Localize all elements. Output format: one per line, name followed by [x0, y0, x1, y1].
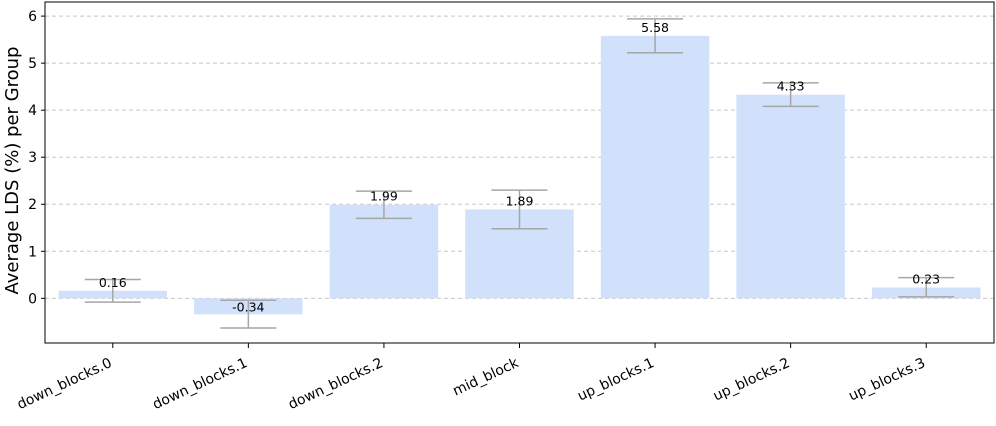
bars	[58, 35, 981, 315]
y-axis-label: Average LDS (%) per Group	[2, 47, 23, 295]
error-bars	[84, 18, 955, 329]
y-axis-ticks: 0 1 2 3 4 5 6	[28, 9, 45, 307]
data-label: 1.99	[370, 189, 398, 204]
data-label: 0.16	[99, 275, 127, 290]
data-label: 1.89	[506, 193, 534, 208]
x-tick-label: down_blocks.1	[150, 355, 250, 413]
data-label: -0.34	[232, 299, 264, 314]
bar	[736, 94, 845, 299]
bar	[329, 204, 439, 299]
x-axis-ticks: down_blocks.0 down_blocks.1 down_blocks.2 m…	[15, 343, 928, 413]
y-tick-label: 3	[28, 150, 37, 166]
x-tick-label: mid_block	[450, 355, 522, 400]
x-tick-label: up_blocks.1	[575, 355, 657, 404]
y-tick-label: 5	[28, 56, 37, 72]
bar	[600, 35, 710, 299]
x-tick-label: down_blocks.0	[15, 355, 115, 413]
y-tick-label: 2	[28, 197, 37, 213]
data-labels: 0.16 -0.34 1.99 1.89 5.58 4.33 0.23	[99, 20, 940, 314]
y-tick-label: 4	[28, 103, 37, 119]
x-tick-label: up_blocks.3	[846, 355, 928, 404]
data-label: 5.58	[641, 20, 669, 35]
x-tick-label: up_blocks.2	[711, 355, 793, 404]
y-tick-label: 0	[28, 291, 37, 307]
y-tick-label: 6	[28, 9, 37, 25]
y-tick-label: 1	[28, 244, 37, 260]
x-tick-label: down_blocks.2	[286, 355, 386, 413]
data-label: 0.23	[912, 271, 940, 286]
data-label: 4.33	[777, 79, 805, 94]
